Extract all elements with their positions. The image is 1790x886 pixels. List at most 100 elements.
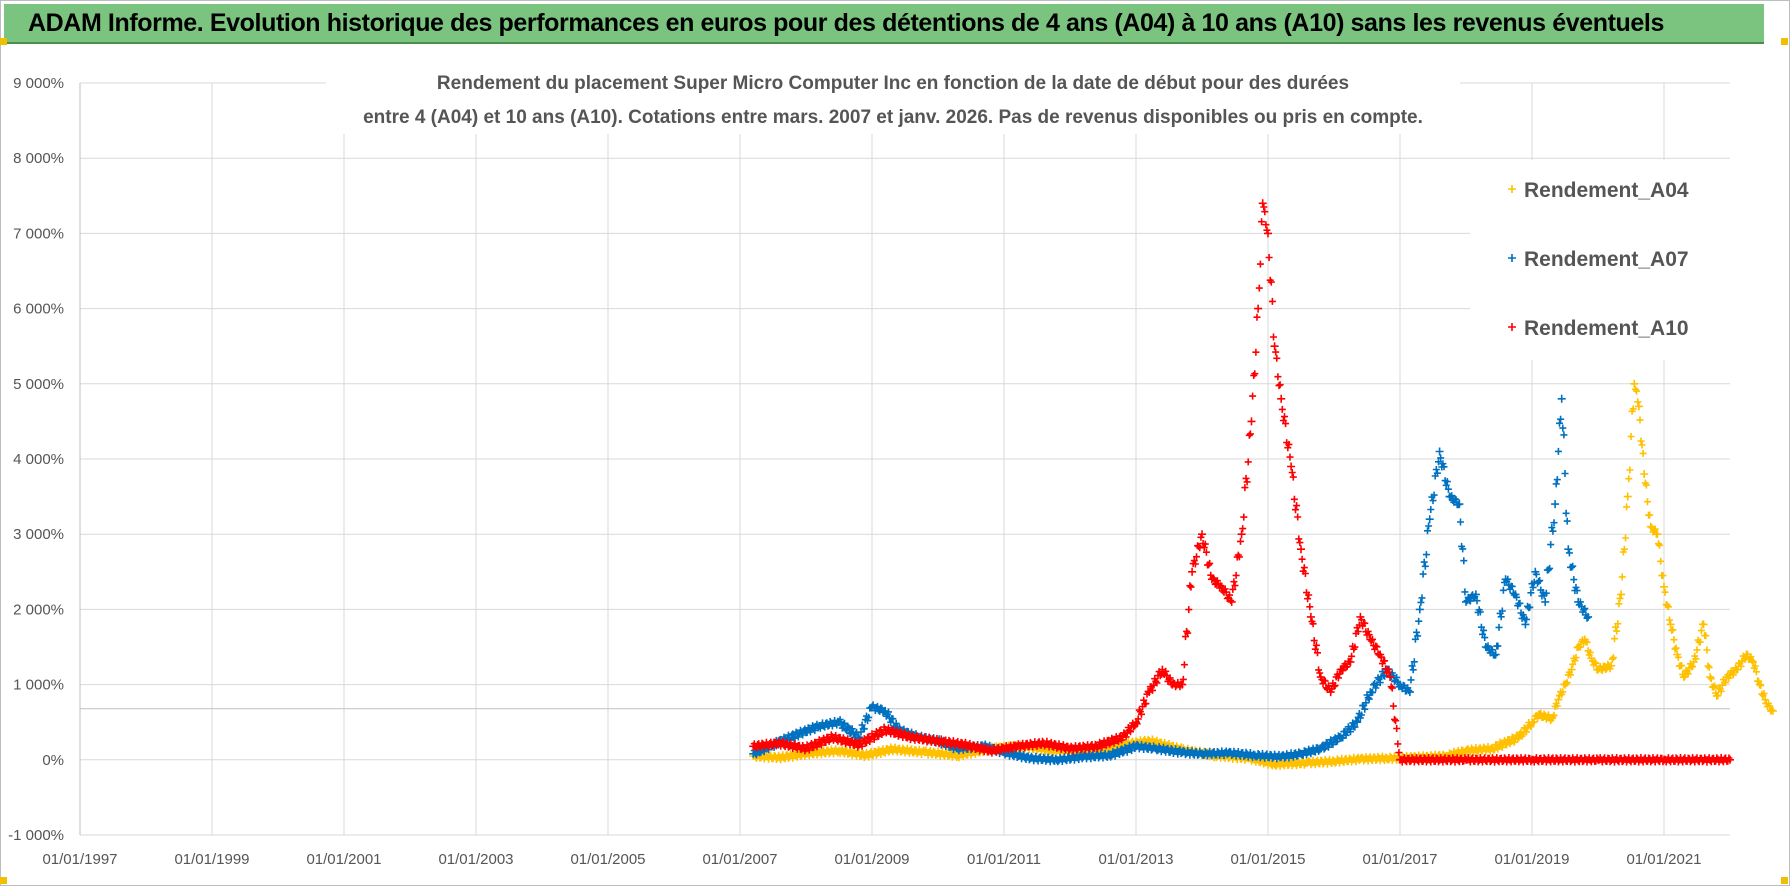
data-point (1655, 540, 1662, 548)
data-point (1377, 653, 1385, 661)
legend-marker (1508, 185, 1516, 193)
data-point (1267, 278, 1275, 286)
data-point (1748, 657, 1756, 665)
data-point (1674, 653, 1682, 661)
data-point (1282, 420, 1290, 428)
data-point (848, 737, 856, 745)
data-point (1561, 470, 1569, 477)
y-axis: -1 000% 0% 1 000% 2 000% 3 000% 4 000% 5 000% 6… (8, 75, 64, 844)
data-point (1670, 636, 1678, 644)
data-point (1274, 373, 1282, 381)
data-point (1569, 660, 1577, 668)
data-point (1300, 564, 1308, 572)
data-point (1526, 603, 1534, 611)
data-point (1334, 674, 1342, 682)
x-tick-label: 01/01/2005 (570, 851, 645, 868)
data-point (1107, 753, 1115, 761)
data-point (1583, 638, 1591, 646)
series-rendement-a04 (749, 379, 1777, 770)
data-point (1443, 478, 1451, 486)
data-point (1265, 254, 1273, 261)
x-tick-label: 01/01/2009 (834, 851, 909, 868)
data-point (1581, 605, 1589, 613)
data-point (1229, 585, 1237, 593)
series-rendement-a07 (749, 394, 1593, 766)
data-point (838, 724, 846, 732)
legend-marker (1508, 254, 1516, 262)
data-point (1256, 260, 1264, 268)
data-point (1714, 692, 1722, 699)
data-point (1253, 313, 1261, 321)
data-point (1200, 544, 1208, 552)
data-point (1289, 473, 1297, 481)
data-point (1527, 589, 1535, 597)
data-point (1471, 590, 1480, 599)
data-point (1270, 333, 1277, 341)
data-point (1761, 696, 1769, 704)
data-point (1130, 723, 1138, 731)
data-point (1625, 475, 1633, 483)
data-point (1260, 760, 1268, 768)
data-point (1629, 405, 1637, 413)
data-point (1268, 297, 1276, 305)
data-point (1292, 506, 1299, 514)
data-point (1033, 742, 1041, 750)
data-point (1618, 573, 1626, 581)
data-point (1314, 649, 1321, 657)
data-point (1252, 348, 1260, 356)
data-point (1646, 511, 1654, 519)
data-point (1242, 474, 1250, 482)
data-point (1417, 598, 1425, 606)
data-point (1583, 614, 1591, 622)
y-tick-label: 4 000% (13, 451, 64, 468)
data-point (1365, 695, 1373, 703)
data-point (1711, 682, 1719, 690)
data-point (1633, 387, 1641, 395)
data-point (1373, 643, 1381, 651)
data-point (1637, 437, 1645, 445)
data-point (1116, 751, 1123, 758)
data-point (1281, 413, 1288, 421)
data-point (1611, 635, 1618, 643)
data-point (1563, 679, 1571, 687)
data-point (1545, 566, 1552, 574)
data-point (1696, 638, 1704, 646)
data-point (1230, 578, 1238, 586)
data-point (1737, 662, 1745, 670)
data-point (1460, 557, 1468, 565)
data-point (1298, 555, 1306, 563)
data-point (1757, 681, 1765, 689)
data-point (1178, 680, 1187, 689)
data-point (1457, 518, 1464, 526)
data-point (822, 739, 830, 746)
data-point (1630, 379, 1639, 388)
data-point (1503, 741, 1511, 749)
data-point (1766, 702, 1774, 710)
y-tick-label: 2 000% (13, 601, 64, 618)
data-point (1122, 733, 1130, 741)
data-point (1234, 748, 1242, 755)
data-point (1556, 419, 1563, 427)
data-point (1697, 627, 1705, 635)
data-point (992, 748, 1000, 756)
data-point (1251, 370, 1259, 378)
data-point (1290, 495, 1298, 503)
data-point (1275, 382, 1283, 390)
data-point (1616, 594, 1624, 602)
corner-marker (0, 38, 7, 45)
data-point (1534, 715, 1541, 722)
data-point (1607, 661, 1616, 670)
data-point (913, 732, 921, 740)
data-point (1316, 669, 1324, 677)
data-point (1393, 725, 1401, 732)
data-point (1190, 557, 1198, 565)
data-point (1672, 644, 1680, 652)
data-point (1127, 728, 1134, 736)
data-point (1407, 676, 1415, 684)
data-point (1293, 502, 1301, 510)
page-title: ADAM Informe. Evolution historique des p… (28, 9, 1664, 37)
data-point (1576, 643, 1584, 651)
x-tick-label: 01/01/2013 (1098, 851, 1173, 868)
data-point (1165, 675, 1173, 683)
data-point (1369, 635, 1376, 643)
